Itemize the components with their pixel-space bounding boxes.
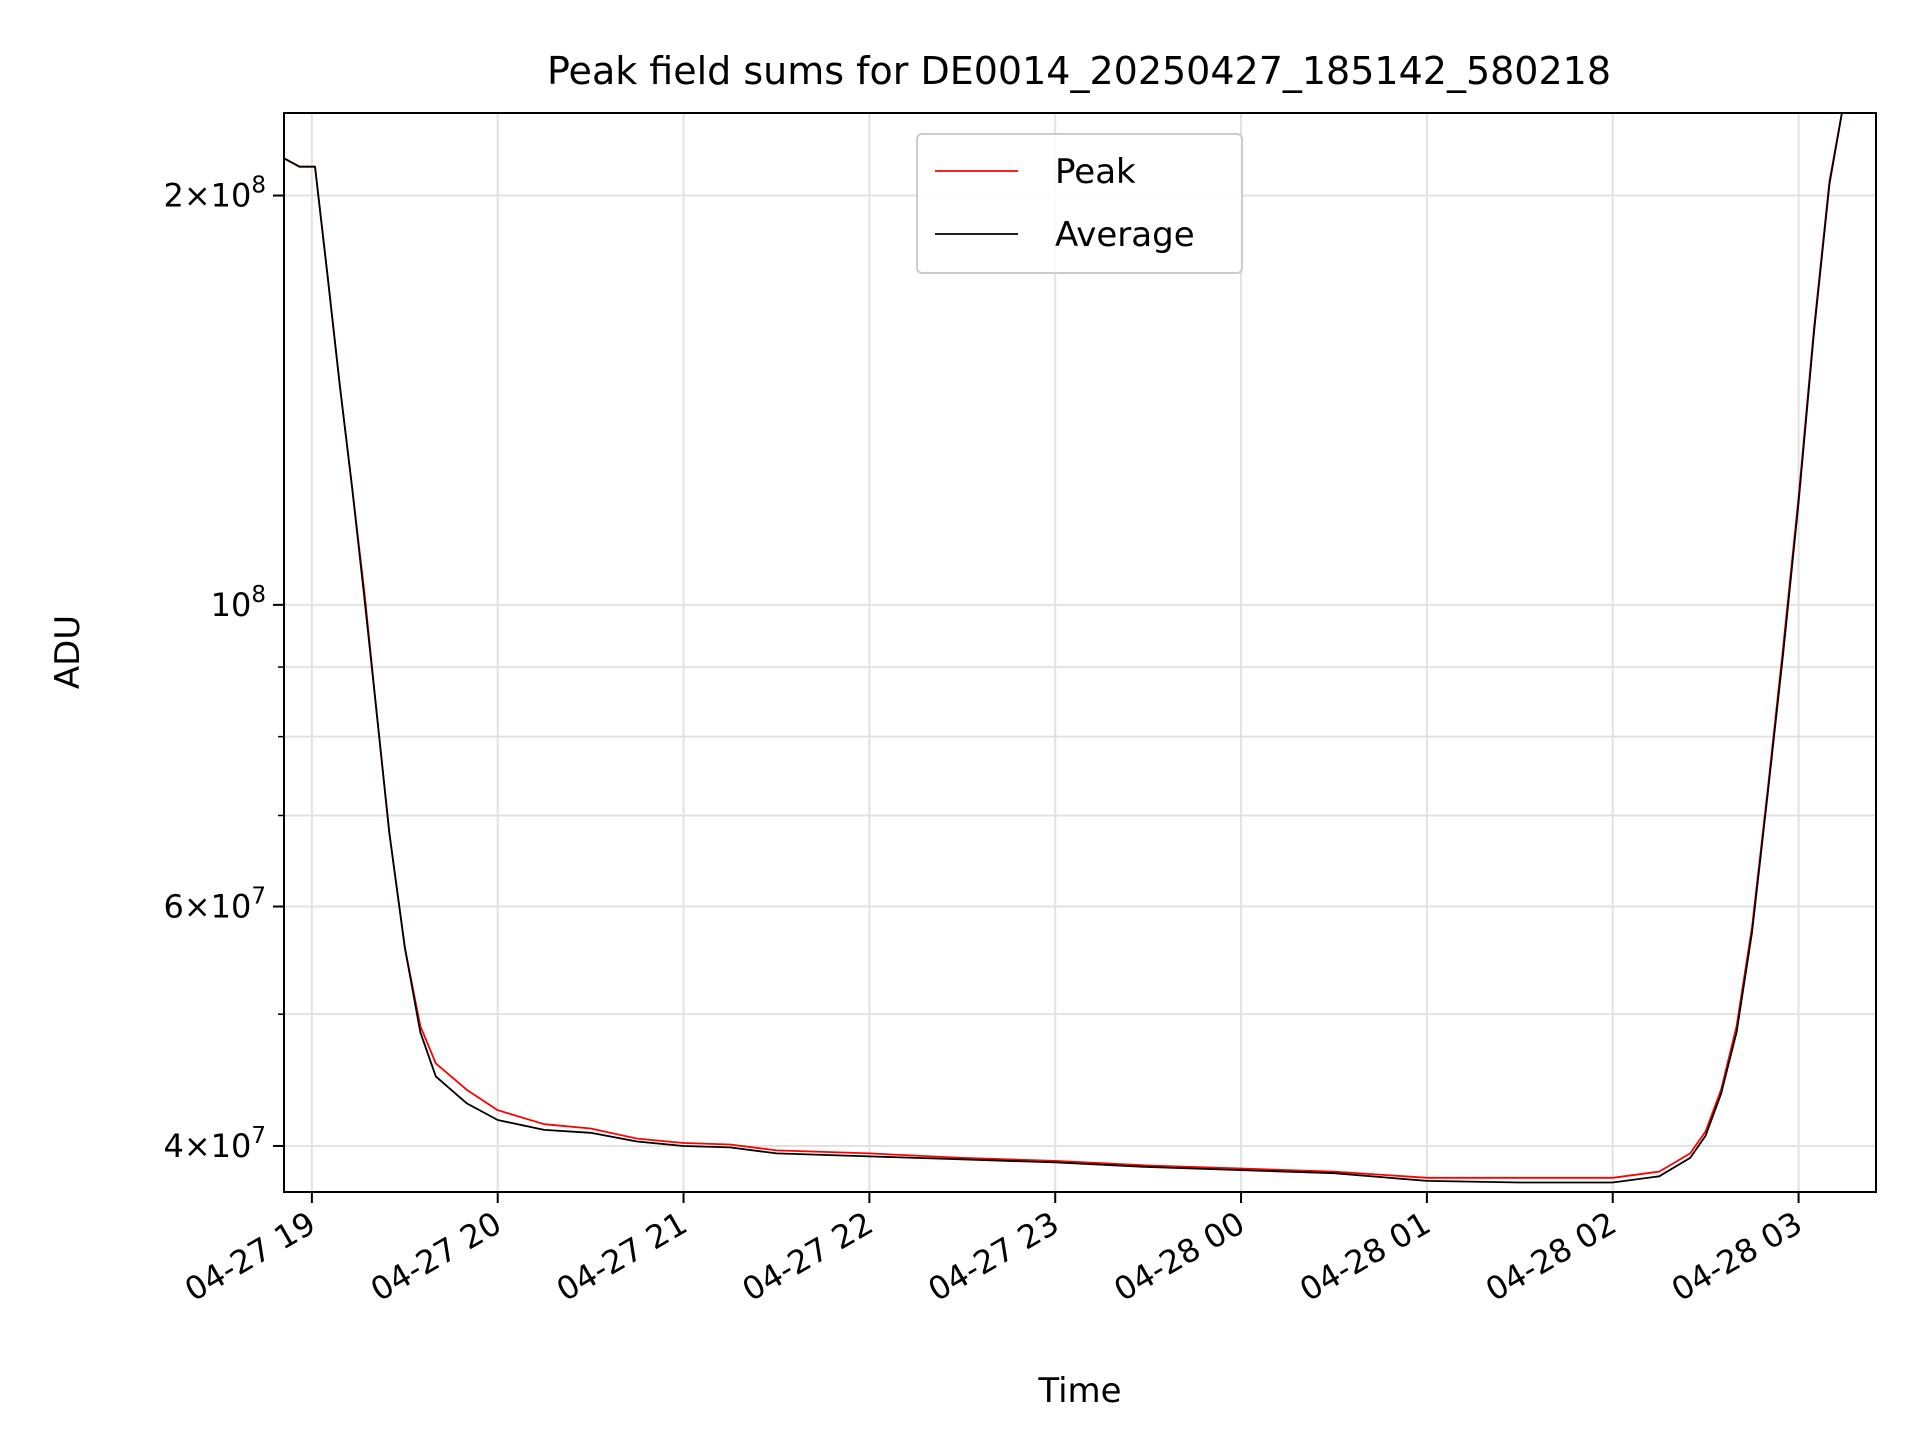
y-tick-label: 2×108: [163, 173, 266, 215]
plot-area-frame: [283, 112, 1877, 1193]
series-line-average: [284, 113, 1843, 1184]
series-layer: [284, 113, 1843, 1184]
y-axis: 4×107 6×107 108 2×108: [163, 173, 284, 1165]
y-tick-label: 6×107: [163, 884, 266, 926]
y-axis-label: ADU: [48, 615, 88, 689]
legend-box: [916, 133, 1243, 274]
grid: [284, 113, 1876, 1192]
chart-title: Peak field sums for DE0014_20250427_1851…: [547, 49, 1611, 93]
legend-label-average: Average: [1055, 215, 1195, 255]
x-axis-label: Time: [1037, 1371, 1121, 1411]
y-tick-label: 4×107: [163, 1123, 266, 1165]
y-tick-label: 108: [211, 582, 266, 624]
legend: Peak Average: [916, 133, 1243, 274]
legend-label-peak: Peak: [1055, 152, 1136, 192]
